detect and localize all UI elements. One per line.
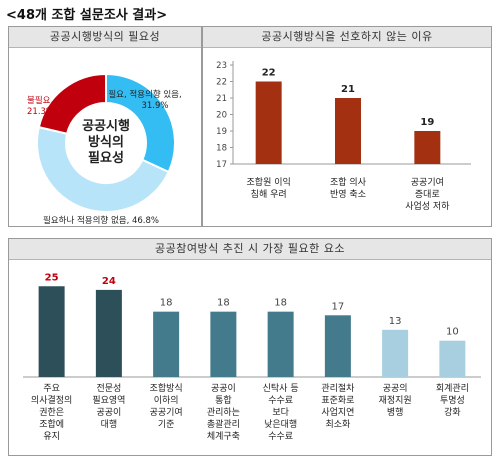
category-label: 관리하는 <box>207 407 240 418</box>
page-title: <48개 조합 설문조사 결과> <box>6 8 168 23</box>
y-tick-label: 22 <box>216 78 227 88</box>
category-label: 침해 우려 <box>251 189 287 200</box>
category-label: 낮은대행 <box>264 418 297 430</box>
bar-2 <box>153 311 180 377</box>
bar-value-label: 24 <box>102 276 116 287</box>
category-label: 공공기여 <box>150 406 183 418</box>
bar-5 <box>324 315 351 377</box>
category-label: 전문성 <box>96 383 121 394</box>
category-label: 병행 <box>387 406 404 418</box>
category-label: 체계구축 <box>207 430 240 442</box>
category-label: 신탁사 등 <box>263 382 299 394</box>
y-tick-label: 18 <box>216 144 227 154</box>
bar-value-label: 21 <box>341 84 355 95</box>
category-label: 회계관리 <box>436 382 469 394</box>
bar-value-label: 18 <box>160 298 173 309</box>
donut-center-label: 방식의 <box>88 134 124 150</box>
category-label: 반영 축소 <box>330 189 366 200</box>
elements-bar-chart: 25주요의사결정의권한은조합에유지24전문성필요영역공공이대행18조합방식이하의… <box>23 272 481 442</box>
category-label: 공공의 <box>383 383 408 394</box>
necessity-panel: 공공시행방식의 필요성 공공시행 방식의 필요성 필요, 적용의향 있음, 31.9% 필… <box>8 26 202 227</box>
category-label: 강화 <box>444 407 461 418</box>
category-label: 필요영역 <box>92 394 125 406</box>
category-label: 공공이 <box>211 383 236 394</box>
category-label: 사업성 저하 <box>405 201 450 212</box>
category-label: 투명성 <box>440 395 465 406</box>
category-label: 사업지연 <box>321 407 354 418</box>
pie-slice-label: 필요, 적용의향 있음, <box>108 89 181 100</box>
pie-slice-value: 21.3% <box>27 107 54 117</box>
category-label: 수수료 <box>268 395 293 406</box>
category-label: 관리절차 <box>321 382 355 394</box>
bar-1 <box>95 289 122 377</box>
y-tick-label: 17 <box>216 160 227 170</box>
category-label: 조합에 <box>39 419 64 430</box>
category-label: 이하의 <box>154 395 179 406</box>
category-label: 최소화 <box>325 419 350 430</box>
bar-7 <box>439 340 466 377</box>
bar-4 <box>267 311 294 377</box>
bar-0 <box>38 286 65 377</box>
bar-1 <box>335 98 361 164</box>
pie-slice-label: 불필요, <box>27 95 53 106</box>
bar-3 <box>210 311 237 377</box>
donut-center-label: 필요성 <box>88 151 124 166</box>
reasons-panel-title: 공공시행방식을 선호하지 않는 이유 <box>203 27 491 48</box>
category-label: 조합원 이익 <box>247 176 291 188</box>
y-tick-label: 19 <box>216 127 227 137</box>
category-label: 유지 <box>43 431 60 442</box>
bar-value-label: 25 <box>45 272 59 283</box>
bar-value-label: 10 <box>446 327 459 338</box>
category-label: 조합방식 <box>150 383 183 394</box>
elements-panel: 공공참여방식 추진 시 가장 필요한 요소 25 주요 의사결정의 권한은 조합에 유지 2… <box>8 238 492 456</box>
pie-slice-value: 31.9% <box>141 101 168 111</box>
y-tick-label: 23 <box>216 61 227 71</box>
category-label: 기준 <box>158 419 175 430</box>
bar-value-label: 18 <box>217 298 230 309</box>
category-label: 공공이 <box>96 407 121 418</box>
category-label: 주요 <box>43 383 60 394</box>
pie-slice-1 <box>36 125 170 213</box>
category-label: 보다 <box>272 407 289 418</box>
bar-value-label: 18 <box>274 298 287 309</box>
category-label: 총괄관리 <box>207 418 240 430</box>
y-tick-label: 21 <box>216 94 227 104</box>
donut-center-label: 공공시행 <box>82 118 130 134</box>
category-label: 의사결정의 <box>31 395 72 406</box>
category-label: 공공기여 <box>411 176 444 188</box>
necessity-panel-title: 공공시행방식의 필요성 <box>9 27 201 48</box>
category-label: 증대로 <box>415 189 440 200</box>
pie-slice-2 <box>37 72 107 135</box>
bar-value-label: 22 <box>262 68 276 79</box>
bar-value-label: 17 <box>332 301 345 312</box>
category-label: 수수료 <box>268 431 293 442</box>
category-label: 조합 의사 <box>330 177 367 188</box>
category-label: 표준화로 <box>321 395 354 406</box>
category-label: 대행 <box>101 418 118 430</box>
bar-value-label: 19 <box>420 117 434 128</box>
elements-panel-title: 공공참여방식 추진 시 가장 필요한 요소 <box>9 239 491 260</box>
bar-0 <box>255 81 282 164</box>
bar-value-label: 13 <box>389 316 402 327</box>
category-label: 통합 <box>215 395 232 406</box>
category-label: 재정지원 <box>379 395 412 406</box>
bar-2 <box>414 131 441 164</box>
pie-slice-label: 필요하나 적용의향 없음, 46.8% <box>43 215 159 226</box>
reasons-panel: 공공시행방식을 선호하지 않는 이유 17 18 19 20 21 22 23 22 조합원 이… <box>202 26 492 227</box>
bar-6 <box>382 329 409 377</box>
category-label: 권한은 <box>39 406 64 418</box>
y-tick-label: 20 <box>216 111 227 121</box>
